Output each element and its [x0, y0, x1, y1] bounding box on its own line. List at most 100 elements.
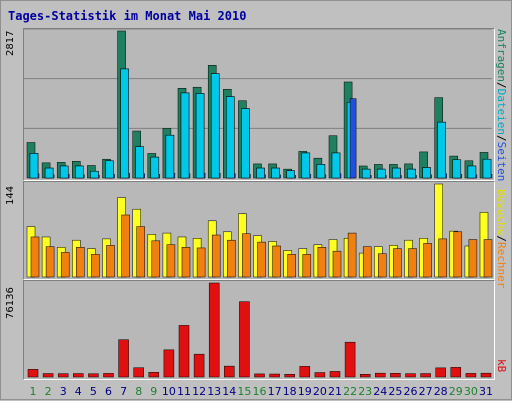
bar-dateien-front — [271, 167, 280, 179]
bar-kb — [208, 282, 220, 378]
bar-dateien-front — [241, 108, 250, 179]
legend-top-item-1: / — [495, 81, 508, 89]
x-tick-label: 10 — [162, 385, 176, 398]
x-tick-label: 2 — [45, 385, 52, 398]
bar-rechner — [151, 240, 161, 278]
x-tick-label: 7 — [120, 385, 127, 398]
x-tick-label: 24 — [373, 385, 387, 398]
bar-kb — [299, 366, 311, 378]
bar-kb — [118, 339, 129, 378]
x-tick-label: 17 — [268, 385, 282, 398]
bar-rechner — [106, 245, 115, 278]
x-tick-label: 31 — [479, 385, 493, 398]
legend-top-item-3: / — [495, 134, 508, 142]
bar-dateien-front — [226, 96, 235, 179]
bar-kb — [375, 372, 386, 378]
x-tick-label: 11 — [177, 385, 191, 398]
bar-rechner — [287, 254, 296, 278]
legend-mid-item-0: Besuche — [495, 189, 508, 236]
bar-dateien-front — [286, 170, 295, 179]
x-tick-label: 27 — [419, 385, 433, 398]
x-tick-label: 30 — [464, 385, 478, 398]
legend-top-item-4: Seiten — [495, 141, 508, 182]
panel-requests — [23, 28, 495, 181]
bar-kb — [148, 372, 160, 378]
chart-title: Tages-Statistik im Monat Mai 2010 — [8, 9, 247, 23]
bar-kb — [284, 374, 295, 378]
bar-rechner — [453, 231, 463, 278]
bar-kb — [163, 349, 175, 378]
bar-rechner — [272, 245, 281, 278]
x-tick-label: 21 — [328, 385, 342, 398]
bar-kb — [465, 373, 477, 378]
bar-kb — [359, 374, 371, 378]
bar-kb — [390, 373, 401, 378]
x-tick-label: 14 — [222, 385, 236, 398]
bar-dateien-front — [316, 164, 326, 179]
bar-rechner — [196, 247, 206, 278]
legend-mid-item-1: / — [495, 235, 508, 242]
bar-kb — [133, 367, 144, 378]
x-tick-label: 18 — [283, 385, 297, 398]
legend-mid: Besuche/Rechner — [492, 189, 510, 288]
x-tick-label: 15 — [237, 385, 251, 398]
bar-dateien-front — [452, 159, 462, 179]
bar-dateien-front — [256, 167, 265, 179]
bar-kb — [57, 373, 69, 378]
bar-dateien-front — [482, 158, 492, 179]
bar-kb — [103, 373, 114, 378]
bar-dateien-front — [301, 152, 311, 179]
bar-kb — [344, 341, 356, 378]
bar-rechner — [317, 247, 327, 278]
x-tick-label: 5 — [90, 385, 97, 398]
bar-dateien-front — [150, 156, 160, 179]
bar-rechner — [60, 252, 70, 278]
bar-rechner — [91, 254, 100, 278]
bar-dateien-front — [467, 165, 477, 179]
bar-kb — [178, 325, 190, 378]
bar-rechner — [211, 234, 221, 278]
bar-dateien-front — [422, 167, 431, 179]
legend-bottom-item-0: kB — [495, 359, 508, 373]
bar-rechner — [227, 239, 236, 278]
x-tick-label: 25 — [388, 385, 402, 398]
bar-rechner — [302, 254, 312, 278]
bar-kb — [27, 369, 39, 378]
bar-dateien-front — [437, 121, 446, 179]
bar-dateien-front — [105, 160, 114, 179]
bar-kb — [193, 353, 205, 378]
x-tick-label: 16 — [253, 385, 267, 398]
x-tick-label: 23 — [358, 385, 372, 398]
legend-bottom: kB — [492, 359, 510, 372]
bar-kb — [420, 373, 431, 378]
bar-dateien-front — [29, 153, 39, 179]
x-tick-label: 28 — [434, 385, 448, 398]
bar-dateien-front — [377, 168, 386, 179]
bar-dateien-front — [135, 146, 144, 179]
x-tick-label: 13 — [207, 385, 221, 398]
bar-rechner — [136, 226, 145, 278]
bar-rechner — [438, 238, 447, 278]
bar-kb — [42, 373, 54, 378]
x-tick-label: 6 — [105, 385, 112, 398]
bar-kb — [269, 373, 280, 378]
bar-rechner — [393, 248, 402, 278]
x-tick-label: 4 — [75, 385, 82, 398]
bar-kb — [435, 367, 446, 378]
bar-dateien-front — [90, 170, 99, 179]
legend-top: Anfragen/Dateien/Seiten — [492, 29, 510, 181]
bar-rechner — [181, 247, 191, 278]
bar-rechner — [166, 244, 176, 278]
x-tick-label: 22 — [343, 385, 357, 398]
x-tick-label: 29 — [449, 385, 463, 398]
bar-dateien-front — [407, 168, 416, 179]
bar-rechner — [362, 246, 372, 278]
bar-rechner — [468, 239, 478, 278]
bar-rechner — [332, 250, 342, 278]
legend-top-item-0: Anfragen — [495, 29, 508, 82]
x-tick-label: 12 — [192, 385, 206, 398]
bar-seiten — [349, 98, 357, 179]
bar-rechner — [347, 232, 357, 278]
bar-rechner — [30, 236, 40, 278]
